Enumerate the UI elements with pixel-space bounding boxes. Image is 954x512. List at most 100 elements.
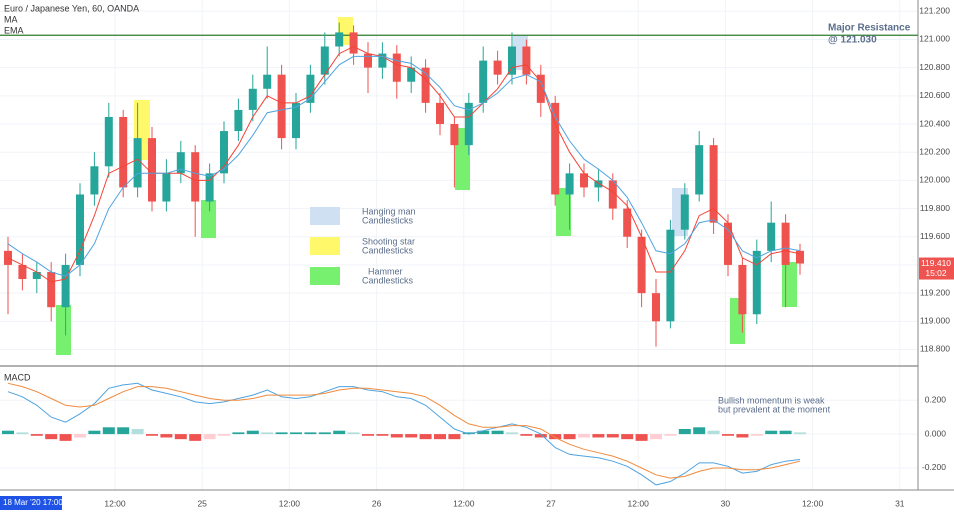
- y-tick-label: 121.000: [919, 34, 950, 44]
- candle-body: [292, 102, 300, 139]
- candle-body: [695, 145, 704, 195]
- histogram-bar: [678, 429, 691, 435]
- candle-body: [18, 264, 27, 280]
- chart-title: Euro / Japanese Yen, 60, OANDA: [4, 3, 139, 13]
- histogram-bar: [362, 434, 374, 436]
- legend-label: Candlesticks: [362, 245, 414, 255]
- ma-line: [7, 55, 801, 277]
- y-tick-label: 120.600: [919, 90, 950, 100]
- y-tick-label: 121.200: [919, 6, 950, 16]
- candle-body: [738, 264, 747, 315]
- y-tick-label: 120.200: [919, 146, 950, 156]
- histogram-bar: [477, 430, 490, 435]
- histogram-bar: [347, 432, 360, 435]
- candle-body: [392, 53, 401, 82]
- legend-swatch: [310, 267, 340, 285]
- candle-body: [234, 109, 243, 132]
- candle-body: [623, 208, 632, 237]
- x-tick-label: 12:00: [453, 498, 475, 508]
- candle-body: [508, 46, 516, 75]
- histogram-bar: [765, 430, 778, 435]
- hammer-box: [56, 305, 71, 355]
- candle-body: [349, 32, 358, 54]
- x-tick-label: 12:00: [104, 498, 126, 508]
- countdown-label: 15:02: [925, 268, 947, 278]
- histogram-bar: [74, 434, 86, 438]
- y-tick-label: -0.200: [922, 462, 946, 472]
- y-tick-label: 119.000: [920, 316, 950, 326]
- histogram-bar: [405, 434, 418, 438]
- histogram-bar: [578, 434, 590, 438]
- annotation: Bullish momentum is weak: [718, 395, 825, 405]
- resistance-label: @ 121.030: [828, 35, 877, 46]
- candle-body: [796, 250, 804, 264]
- y-tick-label: 120.400: [919, 118, 950, 128]
- histogram-bar: [376, 434, 389, 436]
- x-tick-label: 12:00: [279, 498, 301, 508]
- legend-label: Shooting star: [362, 236, 415, 246]
- price-tag-label: 119.410: [921, 258, 951, 268]
- legend-label: Hammer: [368, 266, 403, 276]
- x-tick-label: 30: [721, 498, 731, 508]
- candle-body: [320, 46, 329, 75]
- candle-body: [378, 53, 387, 68]
- histogram-bar: [592, 434, 605, 438]
- macd-title: MACD: [4, 372, 31, 382]
- candle-body: [652, 293, 660, 322]
- histogram-bar: [117, 427, 130, 435]
- y-tick-label: 119.200: [920, 287, 950, 297]
- candle-body: [666, 229, 675, 322]
- candle-body: [565, 173, 574, 195]
- candle-body: [493, 60, 502, 75]
- candle-body: [191, 152, 200, 202]
- cursor-label: 18 Mar '20 17:00: [3, 498, 63, 507]
- candle-body: [522, 46, 531, 75]
- histogram-bar: [30, 434, 43, 436]
- x-tick-label: 25: [197, 498, 207, 508]
- y-tick-label: 120.000: [919, 175, 950, 185]
- histogram-bar: [232, 432, 245, 435]
- histogram-bar: [333, 430, 346, 435]
- macd-line: [7, 382, 801, 479]
- ma-line: [7, 45, 801, 283]
- candle-body: [220, 131, 228, 174]
- x-tick-label: 12:00: [802, 498, 824, 508]
- histogram-bar: [693, 427, 706, 435]
- histogram-bar: [102, 427, 115, 435]
- histogram-bar: [419, 434, 432, 440]
- price-tag: [919, 257, 954, 280]
- histogram-bar: [2, 430, 14, 435]
- candle-body: [335, 32, 344, 47]
- histogram-bar: [563, 434, 576, 440]
- candle-body: [594, 180, 603, 188]
- histogram-bar: [434, 434, 446, 440]
- y-tick-label: 119.600: [920, 231, 950, 241]
- histogram-bar: [606, 434, 619, 438]
- candle-body: [32, 271, 41, 280]
- legend-ema: EMA: [4, 25, 24, 35]
- histogram-bar: [160, 434, 173, 438]
- candle-body: [450, 124, 459, 146]
- candle-body: [580, 173, 588, 188]
- cursor-box: [0, 496, 62, 510]
- histogram-bar: [318, 432, 331, 435]
- histogram-bar: [304, 432, 317, 435]
- histogram-bar: [750, 434, 763, 436]
- candle-body: [781, 222, 790, 265]
- candle-body: [162, 173, 171, 202]
- candle-body: [724, 222, 732, 265]
- histogram-bar: [462, 432, 475, 435]
- candle-body: [133, 138, 142, 188]
- x-tick-label: 26: [372, 498, 382, 508]
- histogram-bar: [722, 434, 734, 436]
- candle-body: [551, 102, 560, 195]
- histogram-bar: [290, 432, 302, 435]
- histogram-bar: [174, 434, 187, 440]
- histogram-bar: [189, 434, 202, 441]
- candle-body: [752, 250, 761, 315]
- histogram-bar: [491, 430, 504, 435]
- candle-body: [479, 60, 488, 103]
- histogram-bar: [635, 434, 648, 441]
- histogram-bar: [534, 434, 547, 438]
